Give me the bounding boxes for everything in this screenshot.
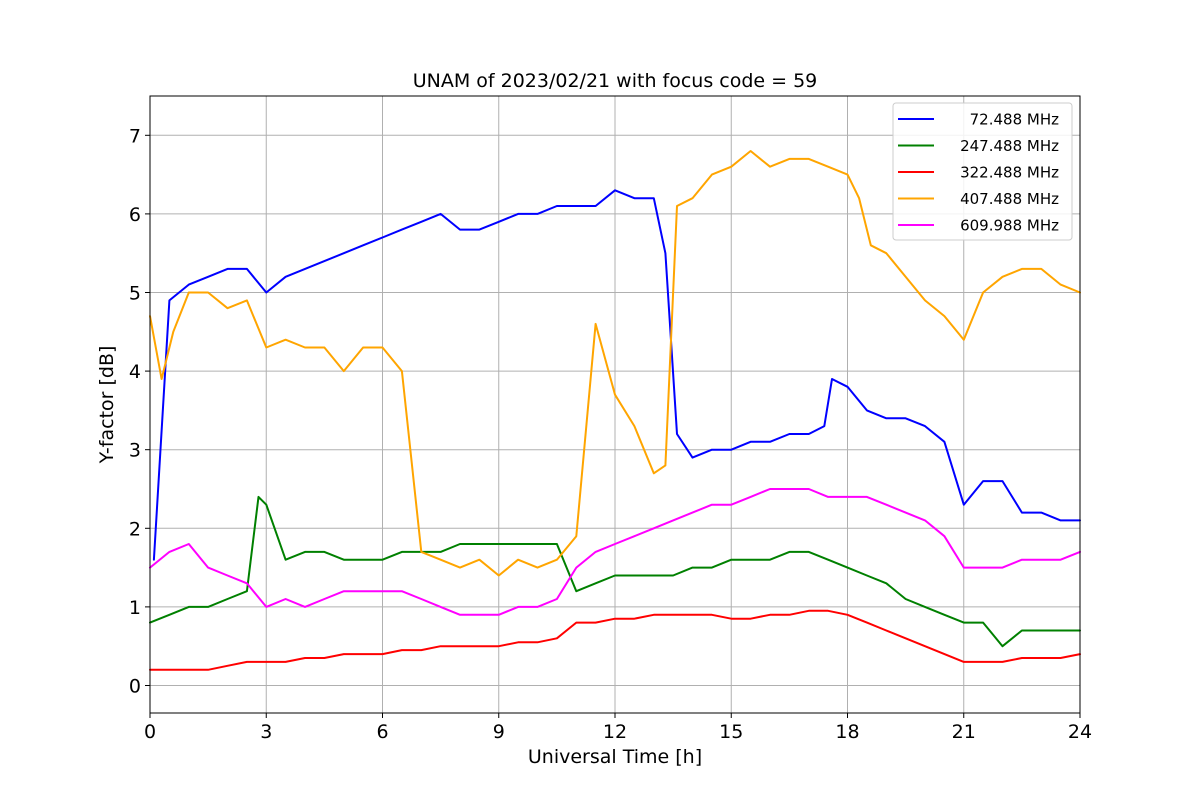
x-tick-label: 9	[493, 721, 505, 743]
y-axis: 0 1 2 3 4 5 6 7	[129, 125, 150, 697]
y-tick-label: 6	[129, 204, 141, 226]
legend-box	[892, 102, 1073, 241]
y-tick-label: 1	[129, 597, 141, 619]
y-tick-label: 3	[129, 440, 141, 462]
series-line-4	[149, 488, 1081, 616]
legend-label-1: 247.488 MHz	[960, 137, 1059, 155]
series-line-1	[149, 495, 1081, 648]
x-tick-label: 24	[1068, 721, 1092, 743]
legend: 72.488 MHz 247.488 MHz 322.488 MHz 407.488 …	[892, 102, 1073, 241]
x-tick-label: 6	[376, 721, 388, 743]
grid	[150, 96, 1080, 713]
chart-title: UNAM of 2023/02/21 with focus code = 59	[413, 70, 818, 92]
x-tick-label: 0	[144, 721, 156, 743]
legend-label-4: 609.988 MHz	[960, 217, 1059, 235]
series-line-3	[149, 150, 1081, 577]
legend-label-2: 322.488 MHz	[960, 164, 1059, 182]
y-tick-label: 5	[129, 282, 141, 304]
x-tick-label: 18	[835, 721, 859, 743]
series-line-0	[152, 189, 1081, 561]
x-tick-label: 21	[952, 721, 976, 743]
series-layer	[149, 150, 1081, 671]
x-tick-label: 12	[603, 721, 627, 743]
x-tick-label: 3	[260, 721, 272, 743]
y-tick-label: 4	[129, 361, 141, 383]
y-axis-label: Y-factor [dB]	[96, 346, 118, 465]
legend-label-0: 72.488 MHz	[970, 111, 1059, 129]
series-line-2	[149, 609, 1081, 671]
legend-label-3: 407.488 MHz	[960, 190, 1059, 208]
x-tick-label: 15	[719, 721, 743, 743]
x-axis: 0 3 6 9 12 15 18 21 24	[144, 713, 1092, 743]
y-tick-label: 7	[129, 125, 141, 147]
y-tick-label: 2	[129, 518, 141, 540]
x-axis-label: Universal Time [h]	[528, 746, 702, 768]
y-tick-label: 0	[129, 675, 141, 697]
